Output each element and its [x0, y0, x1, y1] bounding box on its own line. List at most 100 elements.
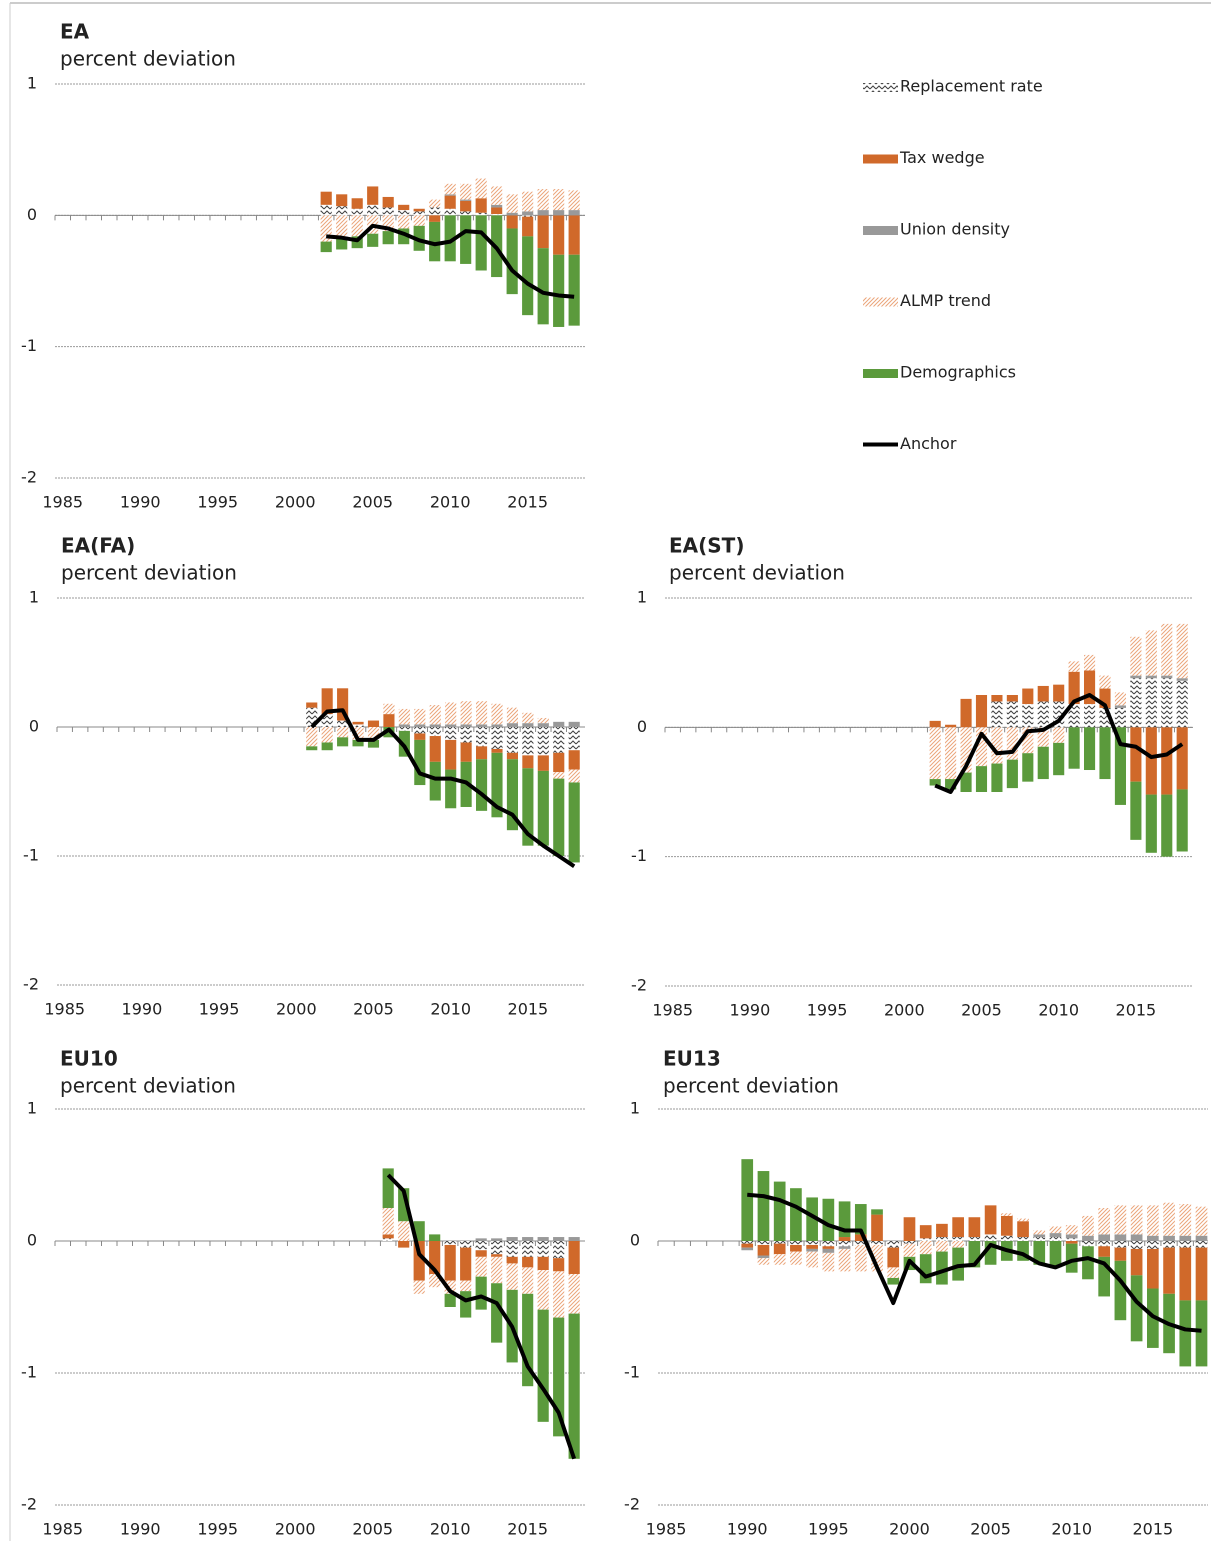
y-tick-label: -2: [23, 975, 39, 994]
bar-segment: [475, 1250, 487, 1257]
bar-segment: [984, 1234, 997, 1241]
y-tick-label: 1: [27, 1099, 37, 1118]
x-tick-label: 1990: [730, 1001, 771, 1020]
bar-segment: [984, 1205, 997, 1235]
bar-segment: [757, 1244, 770, 1256]
bar-segment: [838, 1246, 851, 1249]
bar-segment: [945, 727, 957, 780]
bar-segment: [336, 215, 348, 239]
bar-segment: [429, 736, 441, 762]
bar-segment: [522, 1256, 534, 1268]
bar-segment: [1084, 670, 1096, 705]
bar-segment: [1049, 1226, 1062, 1234]
legend-swatch: [863, 154, 898, 164]
y-tick-label: -1: [624, 1363, 640, 1382]
bar-segment: [475, 1276, 487, 1310]
bar-segment: [1130, 1248, 1143, 1276]
bar-segment: [537, 770, 549, 846]
bar-segment: [991, 701, 1003, 728]
bar-segment: [975, 727, 988, 767]
bar-segment: [398, 228, 410, 245]
bar-segment: [351, 208, 363, 216]
bar-segment: [1195, 1300, 1208, 1367]
bar-segment: [919, 1241, 932, 1255]
bar-segment: [382, 1238, 394, 1241]
bar-segment: [460, 1247, 472, 1281]
bar-segment: [1098, 1208, 1111, 1235]
bar-segment: [936, 1237, 948, 1241]
panel-title: EA(FA): [61, 534, 135, 558]
bar-segment: [429, 207, 441, 216]
y-tick-label: -1: [23, 846, 39, 865]
bar-segment: [398, 210, 410, 216]
bar-segment: [773, 1181, 786, 1241]
bar-segment: [537, 1241, 549, 1257]
bar-segment: [1000, 1235, 1013, 1241]
bar-segment: [320, 241, 332, 253]
bar-segment: [352, 727, 364, 740]
bar-segment: [320, 215, 332, 242]
bar-segment: [1179, 1241, 1192, 1248]
x-tick-label: 1995: [807, 1001, 848, 1020]
bar-segment: [991, 763, 1003, 792]
bar-segment: [1049, 1241, 1062, 1268]
bar-segment: [491, 214, 503, 216]
bar-segment: [367, 186, 379, 205]
bar-segment: [790, 1251, 802, 1265]
bar-segment: [414, 724, 426, 727]
bar-segment: [367, 233, 379, 247]
bar-segment: [460, 1241, 472, 1248]
bar-segment: [952, 1241, 964, 1248]
bar-segment: [460, 701, 472, 725]
bar-segment: [1099, 688, 1111, 708]
x-tick-label: 2005: [353, 1000, 394, 1019]
bar-segment: [491, 207, 503, 215]
bar-segment: [991, 727, 1003, 764]
bar-segment: [553, 215, 565, 255]
bar-segment: [1130, 1234, 1143, 1241]
bar-segment: [382, 1208, 394, 1235]
x-tick-label: 2010: [1051, 1520, 1092, 1539]
bar-segment: [537, 215, 549, 249]
bar-segment: [929, 779, 941, 786]
bar-segment: [929, 720, 941, 728]
bar-segment: [757, 1255, 770, 1259]
bar-segment: [1195, 1241, 1208, 1248]
bar-segment: [1099, 707, 1111, 728]
bar-segment: [413, 1221, 425, 1241]
bar-segment: [568, 215, 580, 255]
bar-segment: [854, 1204, 867, 1235]
x-tick-label: 2000: [889, 1520, 930, 1539]
bar-segment: [476, 759, 488, 811]
bar-segment: [522, 768, 534, 846]
bar-segment: [445, 724, 457, 727]
bar-segment: [491, 186, 503, 205]
x-tick-label: 1985: [42, 493, 83, 512]
bar-segment: [1114, 1247, 1127, 1261]
bar-segment: [790, 1241, 802, 1245]
bar-segment: [1053, 727, 1065, 743]
bar-segment: [1146, 1205, 1159, 1236]
bar-segment: [475, 215, 487, 271]
bar-segment: [568, 769, 580, 783]
bar-segment: [491, 703, 503, 725]
bar-segment: [1130, 678, 1142, 728]
bar-segment: [871, 1241, 883, 1245]
bar-segment: [806, 1241, 818, 1245]
bar-segment: [506, 727, 518, 753]
bar-segment: [960, 772, 972, 792]
y-tick-label: -2: [21, 468, 37, 487]
bar-segment: [919, 1238, 932, 1241]
bar-segment: [491, 724, 503, 727]
bar-segment: [806, 1251, 818, 1268]
bar-segment: [1179, 1247, 1192, 1301]
bar-segment: [1098, 1234, 1111, 1241]
bar-segment: [568, 1274, 580, 1314]
bar-segment: [1114, 692, 1126, 706]
bar-segment: [367, 204, 379, 216]
bar-segment: [568, 254, 580, 326]
bar-segment: [491, 752, 503, 818]
bar-segment: [320, 191, 332, 205]
bar-segment: [398, 724, 410, 727]
bar-segment: [444, 1241, 456, 1245]
